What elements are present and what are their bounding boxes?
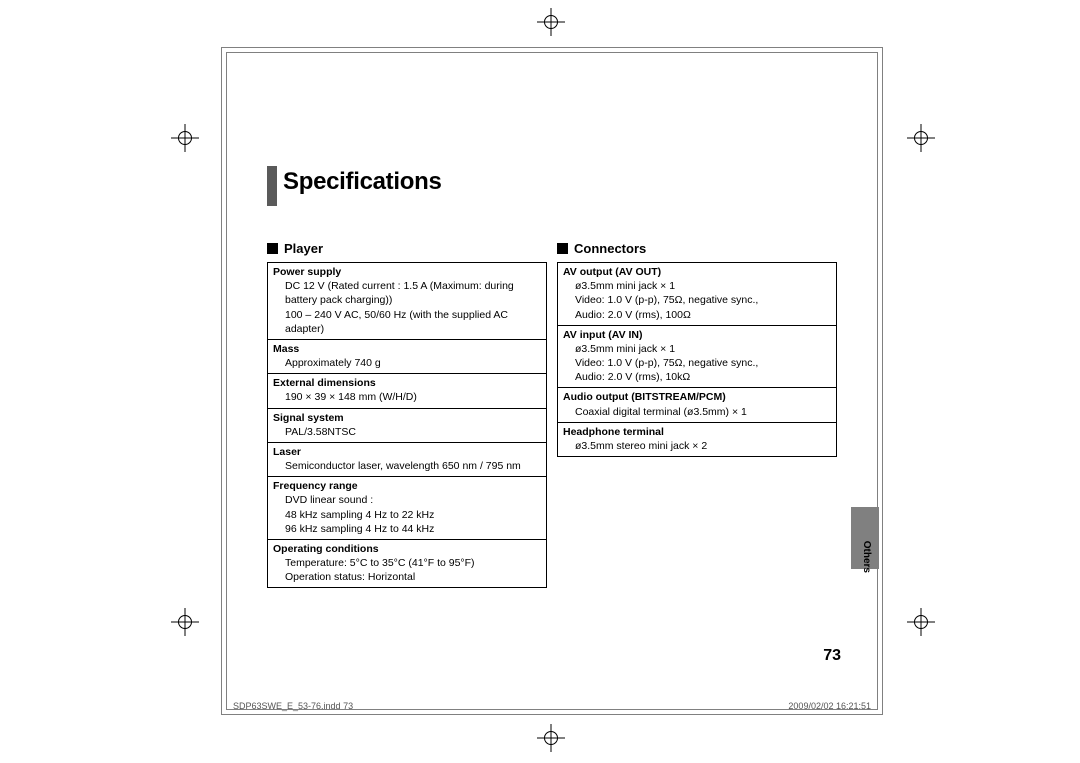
registration-mark-icon (171, 124, 199, 152)
spec-value: ø3.5mm mini jack × 1 Video: 1.0 V (p-p),… (563, 279, 831, 322)
spec-row: Headphone terminalø3.5mm stereo mini jac… (558, 422, 836, 456)
spec-row: AV output (AV OUT)ø3.5mm mini jack × 1 V… (558, 263, 836, 325)
side-tab-label: Others (861, 541, 872, 573)
section-heading-label: Connectors (574, 241, 646, 256)
spec-value: DVD linear sound : 48 kHz sampling 4 Hz … (273, 493, 541, 536)
spec-label: External dimensions (273, 376, 541, 390)
section-player: Player Power supplyDC 12 V (Rated curren… (267, 241, 547, 588)
spec-label: Headphone terminal (563, 425, 831, 439)
section-heading-label: Player (284, 241, 323, 256)
spec-row: MassApproximately 740 g (268, 339, 546, 373)
spec-label: Operating conditions (273, 542, 541, 556)
section-heading-player: Player (267, 241, 547, 256)
spec-row: Power supplyDC 12 V (Rated current : 1.5… (268, 263, 546, 339)
spec-label: Signal system (273, 411, 541, 425)
registration-mark-icon (907, 608, 935, 636)
spec-row: Audio output (BITSTREAM/PCM)Coaxial digi… (558, 387, 836, 421)
square-bullet-icon (267, 243, 278, 254)
page-title: Specifications (283, 168, 442, 196)
spec-label: Laser (273, 445, 541, 459)
title-accent-bar (267, 166, 277, 206)
registration-mark-icon (537, 8, 565, 36)
spec-label: AV output (AV OUT) (563, 265, 831, 279)
section-heading-connectors: Connectors (557, 241, 837, 256)
spec-row: Signal systemPAL/3.58NTSC (268, 408, 546, 442)
spec-value: Coaxial digital terminal (ø3.5mm) × 1 (563, 405, 831, 419)
spec-row: External dimensions190 × 39 × 148 mm (W/… (268, 373, 546, 407)
spec-row: AV input (AV IN)ø3.5mm mini jack × 1 Vid… (558, 325, 836, 388)
spec-value: Temperature: 5°C to 35°C (41°F to 95°F) … (273, 556, 541, 584)
registration-mark-icon (171, 608, 199, 636)
spec-table-player: Power supplyDC 12 V (Rated current : 1.5… (267, 262, 547, 588)
spec-value: Semiconductor laser, wavelength 650 nm /… (273, 459, 541, 473)
square-bullet-icon (557, 243, 568, 254)
registration-mark-icon (537, 724, 565, 752)
spec-value: ø3.5mm stereo mini jack × 2 (563, 439, 831, 453)
spec-table-connectors: AV output (AV OUT)ø3.5mm mini jack × 1 V… (557, 262, 837, 457)
spec-label: Power supply (273, 265, 541, 279)
spec-value: DC 12 V (Rated current : 1.5 A (Maximum:… (273, 279, 541, 336)
spec-value: Approximately 740 g (273, 356, 541, 370)
page-number: 73 (823, 647, 841, 665)
footer-timestamp: 2009/02/02 16:21:51 (788, 701, 871, 711)
footer-filename: SDP63SWE_E_53-76.indd 73 (233, 701, 353, 711)
spec-value: ø3.5mm mini jack × 1 Video: 1.0 V (p-p),… (563, 342, 831, 385)
registration-mark-icon (907, 124, 935, 152)
spec-label: Mass (273, 342, 541, 356)
spec-label: Audio output (BITSTREAM/PCM) (563, 390, 831, 404)
spec-row: Frequency rangeDVD linear sound : 48 kHz… (268, 476, 546, 539)
page: Specifications Player Power supplyDC 12 … (225, 51, 879, 711)
spec-value: 190 × 39 × 148 mm (W/H/D) (273, 390, 541, 404)
spec-row: Operating conditionsTemperature: 5°C to … (268, 539, 546, 588)
spec-label: AV input (AV IN) (563, 328, 831, 342)
spec-row: LaserSemiconductor laser, wavelength 650… (268, 442, 546, 476)
section-connectors: Connectors AV output (AV OUT)ø3.5mm mini… (557, 241, 837, 457)
spec-label: Frequency range (273, 479, 541, 493)
spec-value: PAL/3.58NTSC (273, 425, 541, 439)
